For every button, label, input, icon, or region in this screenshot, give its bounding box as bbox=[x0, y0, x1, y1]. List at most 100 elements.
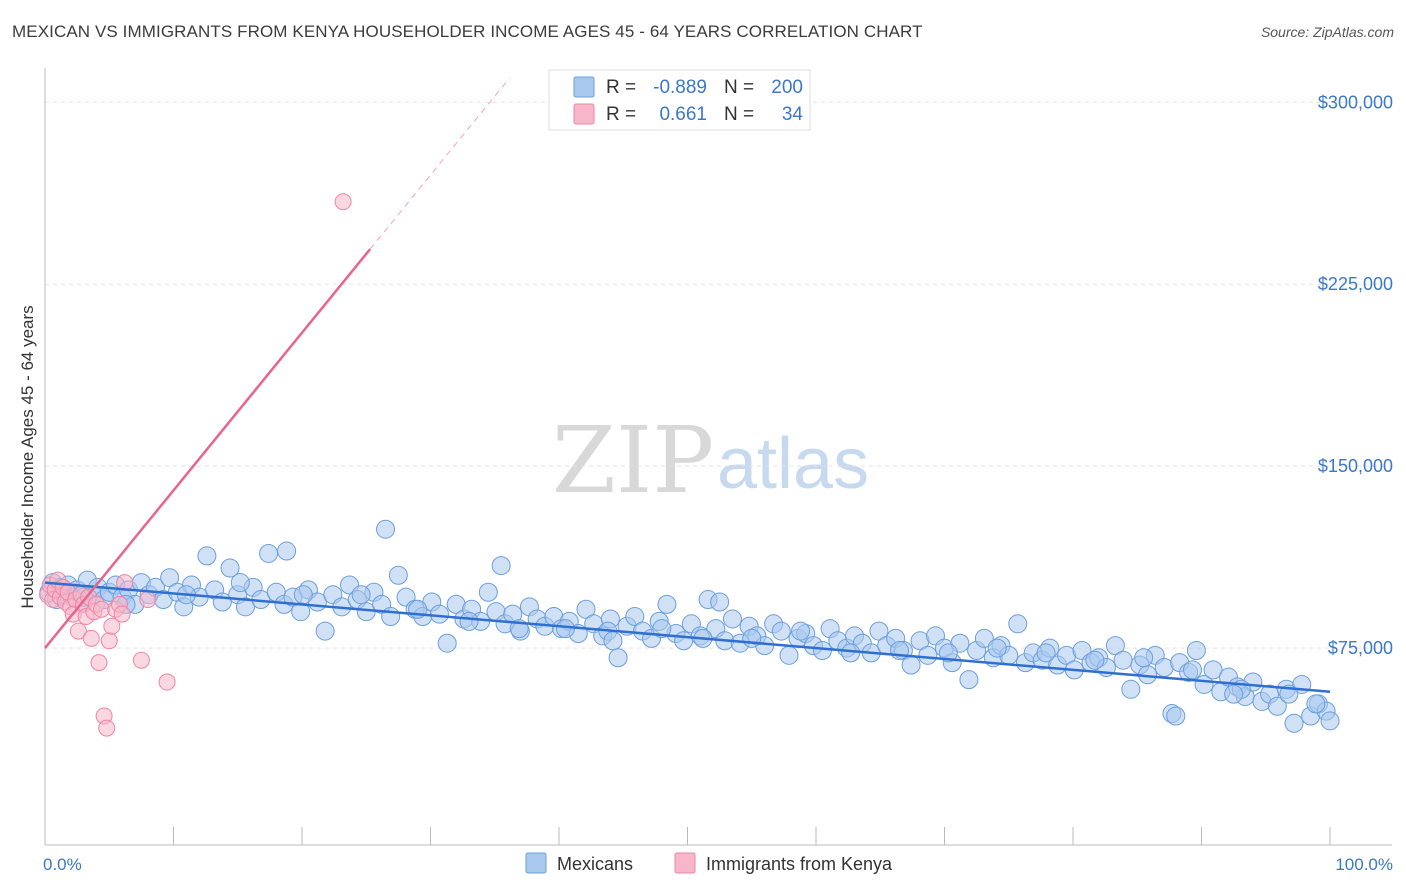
legend-swatch-mexicans bbox=[573, 76, 595, 98]
mexicans-point-80 bbox=[625, 607, 645, 627]
y-tick-labels: $75,000 $150,000 $225,000 $300,000 bbox=[1318, 92, 1393, 658]
mexicans-point-127 bbox=[1008, 614, 1028, 634]
kenya-point-32 bbox=[158, 673, 176, 691]
trend-line-kenya bbox=[44, 248, 372, 649]
mexicans-point-74 bbox=[576, 599, 596, 619]
x-tick-labels: 0.0% 100.0% bbox=[43, 855, 1393, 874]
mexicans-point-190 bbox=[1036, 643, 1056, 663]
trend-lines bbox=[44, 77, 1331, 693]
mexicans-point-27 bbox=[197, 546, 217, 566]
legend-top: R = -0.889 N = 200 R = 0.661 N = 34 bbox=[548, 69, 811, 131]
axes bbox=[44, 68, 1392, 846]
series-mexicans-points bbox=[39, 519, 1340, 733]
mexicans-point-193 bbox=[1183, 660, 1203, 680]
mexicans-point-140 bbox=[1113, 650, 1133, 670]
mexicans-point-166 bbox=[491, 556, 511, 576]
mexicans-point-196 bbox=[1306, 694, 1326, 714]
mexicans-point-116 bbox=[918, 645, 938, 665]
legend-r-value-kenya: 0.661 bbox=[659, 104, 707, 125]
mexicans-point-159 bbox=[1267, 696, 1287, 716]
kenya-point-24 bbox=[100, 632, 118, 650]
y-axis-label: Householder Income Ages 45 - 64 years bbox=[18, 305, 37, 608]
y-tick-label-2: $225,000 bbox=[1318, 274, 1393, 294]
mexicans-point-32 bbox=[235, 597, 255, 617]
legend-n-label-mexicans: N = bbox=[724, 77, 754, 98]
mexicans-point-42 bbox=[315, 621, 335, 641]
mexicans-point-139 bbox=[1105, 636, 1125, 656]
mexicans-point-62 bbox=[478, 582, 498, 602]
mexicans-point-197 bbox=[1320, 711, 1340, 731]
mexicans-point-178 bbox=[459, 611, 479, 631]
mexicans-point-176 bbox=[351, 585, 371, 605]
mexicans-point-86 bbox=[674, 631, 694, 651]
kenya-point-20 bbox=[90, 654, 108, 672]
mexicans-point-22 bbox=[160, 568, 180, 588]
legend-bottom-swatch-mexicans bbox=[525, 852, 547, 874]
mexicans-point-186 bbox=[841, 643, 861, 663]
y-tick-label-0: $75,000 bbox=[1328, 638, 1393, 658]
mexicans-point-99 bbox=[779, 645, 799, 665]
kenya-point-12 bbox=[69, 622, 87, 640]
kenya-point-33 bbox=[334, 193, 352, 211]
legend-n-value-mexicans: 200 bbox=[771, 77, 803, 98]
mexicans-point-180 bbox=[555, 619, 575, 639]
mexicans-point-181 bbox=[603, 631, 623, 651]
mexicans-point-184 bbox=[742, 628, 762, 648]
mexicans-point-170 bbox=[376, 519, 396, 539]
mexicans-point-121 bbox=[959, 670, 979, 690]
mexicans-point-161 bbox=[1284, 713, 1304, 733]
legend-n-label-kenya: N = bbox=[724, 104, 754, 125]
mexicans-point-168 bbox=[277, 541, 297, 561]
mexicans-point-78 bbox=[608, 648, 628, 668]
legend-bottom-label-mexicans: Mexicans bbox=[557, 854, 633, 874]
legend-r-label-mexicans: R = bbox=[606, 77, 636, 98]
legend-bottom-label-kenya: Immigrants from Kenya bbox=[706, 854, 893, 874]
mexicans-point-110 bbox=[869, 621, 889, 641]
mexicans-point-182 bbox=[652, 619, 672, 639]
mexicans-point-114 bbox=[901, 655, 921, 675]
chart-title: MEXICAN VS IMMIGRANTS FROM KENYA HOUSEHO… bbox=[12, 22, 923, 41]
legend-swatch-kenya bbox=[573, 103, 595, 125]
source-label: Source: ZipAtlas.com bbox=[1260, 24, 1394, 40]
trend-line-mexicans bbox=[44, 581, 1331, 693]
y-tick-label-1: $150,000 bbox=[1318, 456, 1393, 476]
mexicans-point-192 bbox=[1134, 648, 1154, 668]
mexicans-point-188 bbox=[938, 643, 958, 663]
mexicans-point-167 bbox=[710, 592, 730, 612]
mexicans-point-141 bbox=[1121, 679, 1141, 699]
mexicans-point-149 bbox=[1186, 640, 1206, 660]
kenya-point-31 bbox=[139, 591, 157, 609]
kenya-point-28 bbox=[113, 605, 131, 623]
mexicans-point-30 bbox=[220, 558, 240, 578]
mexicans-point-189 bbox=[987, 638, 1007, 658]
mexicans-point-191 bbox=[1085, 650, 1105, 670]
kenya-point-30 bbox=[132, 651, 150, 669]
y-tick-label-3: $300,000 bbox=[1318, 92, 1393, 112]
grid-lines bbox=[45, 101, 1392, 649]
mexicans-point-98 bbox=[771, 621, 791, 641]
legend-n-value-kenya: 34 bbox=[782, 104, 804, 125]
mexicans-point-123 bbox=[974, 628, 994, 648]
kenya-point-25 bbox=[103, 617, 121, 635]
mexicans-point-174 bbox=[230, 573, 250, 593]
legend-bottom-swatch-kenya bbox=[674, 852, 696, 874]
mexicans-point-198 bbox=[1224, 684, 1244, 704]
legend-r-value-mexicans: -0.889 bbox=[653, 77, 707, 98]
kenya-point-21 bbox=[93, 600, 111, 618]
mexicans-point-185 bbox=[791, 621, 811, 641]
mexicans-point-57 bbox=[437, 633, 457, 653]
legend-bottom: Mexicans Immigrants from Kenya bbox=[525, 852, 893, 874]
mexicans-point-56 bbox=[429, 604, 449, 624]
x-tick-label-1: 100.0% bbox=[1335, 855, 1393, 874]
mexicans-point-199 bbox=[1166, 706, 1186, 726]
legend-r-label-kenya: R = bbox=[606, 104, 636, 125]
mexicans-point-103 bbox=[812, 640, 832, 660]
mexicans-point-35 bbox=[259, 543, 279, 563]
mexicans-point-92 bbox=[722, 609, 742, 629]
kenya-point-17 bbox=[82, 629, 100, 647]
mexicans-point-151 bbox=[1203, 660, 1223, 680]
trend-line-kenya-extension bbox=[369, 77, 510, 250]
kenya-point-23 bbox=[98, 719, 116, 737]
mexicans-point-84 bbox=[657, 594, 677, 614]
